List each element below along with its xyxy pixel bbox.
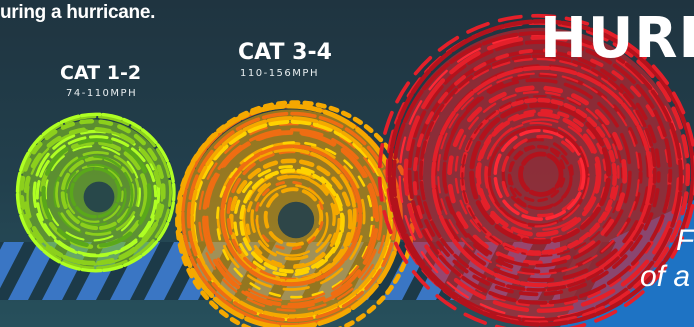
cat-3-4-label: CAT 3-4 [238, 40, 332, 65]
cat-1-2-label: CAT 1-2 [60, 62, 142, 84]
panel-text-line-2: of a [640, 260, 691, 293]
panel-text-line-1: F [676, 224, 694, 257]
cat-5-hurricane-icon [377, 13, 694, 327]
cat-1-2-speed: 74-110MPH [66, 88, 138, 99]
cat-3-4-speed: 110-156MPH [240, 68, 319, 79]
headline-title: HURR [540, 6, 694, 71]
cat-1-2-hurricane-icon [15, 112, 176, 273]
intro-text: uring a hurricane. [0, 2, 156, 23]
